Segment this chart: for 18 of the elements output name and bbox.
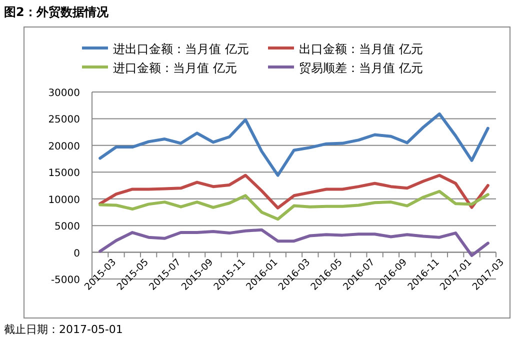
y-tick-label: 15000 [48, 168, 80, 180]
legend-label: 进口金额：当月值 亿元 [113, 61, 237, 75]
y-tick-label: 25000 [48, 114, 80, 126]
y-tick-label: 10000 [48, 194, 80, 206]
line-series [98, 228, 490, 257]
legend-label: 出口金额：当月值 亿元 [299, 42, 423, 56]
legend-label: 贸易顺差：当月值 亿元 [299, 61, 423, 75]
legend-label: 进出口金额：当月值 亿元 [113, 42, 249, 56]
y-tick-label: 30000 [48, 88, 80, 99]
y-tick-label: 0 [74, 248, 80, 260]
text: 截止日期：2017-05-01 [4, 323, 123, 336]
chart-title: 图2：外贸数据情况 [4, 5, 110, 19]
y-tick-label: 20000 [48, 141, 80, 152]
y-tick-label: 5000 [54, 222, 80, 233]
line-series [98, 174, 490, 210]
y-tick-label: -5000 [50, 275, 80, 286]
line-series [98, 190, 490, 221]
line-series [98, 112, 490, 177]
